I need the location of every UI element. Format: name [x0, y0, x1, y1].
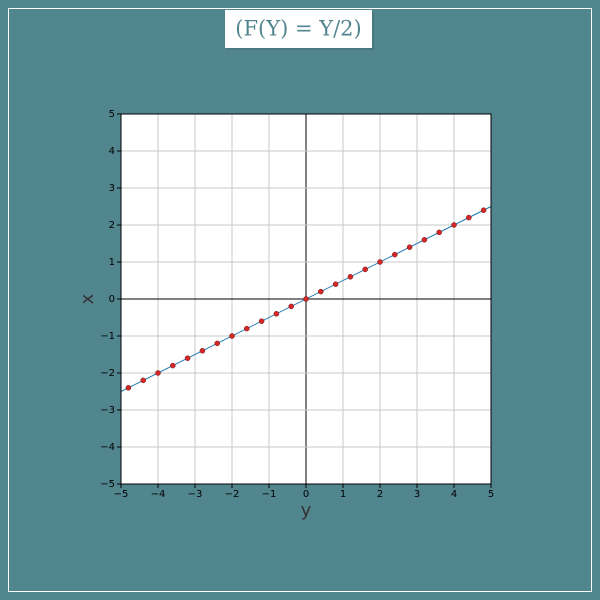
data-point — [288, 303, 294, 310]
x-tick-label: 5 — [488, 489, 494, 500]
chart-title: (F(Y) = Y/2) — [235, 17, 361, 41]
data-point — [214, 340, 220, 347]
data-point — [258, 318, 265, 324]
data-point — [140, 377, 146, 384]
data-point — [155, 370, 161, 376]
data-point — [392, 251, 398, 258]
data-point — [332, 281, 339, 287]
x-tick-label: 2 — [377, 489, 383, 500]
y-tick-label: 1 — [109, 257, 115, 268]
data-point — [318, 288, 324, 295]
data-point — [199, 348, 206, 354]
data-point — [406, 244, 413, 250]
y-tick-label: 4 — [109, 146, 115, 157]
x-tick-label: 0 — [303, 489, 309, 500]
x-tick-label: −5 — [114, 489, 129, 500]
y-tick-label: −1 — [100, 331, 115, 342]
title-box — [225, 10, 372, 48]
y-tick-label: −4 — [100, 442, 115, 453]
data-point — [466, 214, 472, 221]
data-point — [244, 325, 250, 332]
y-tick-label: 0 — [109, 294, 115, 305]
data-point — [451, 222, 457, 228]
y-tick-label: 2 — [109, 220, 115, 231]
y-tick-label: −3 — [100, 405, 115, 416]
x-tick-label: −3 — [188, 489, 203, 500]
data-point — [303, 296, 309, 302]
y-axis-label: x — [77, 293, 98, 304]
x-tick-label: 3 — [414, 489, 420, 500]
x-tick-label: 1 — [340, 489, 346, 500]
y-tick-label: −2 — [100, 368, 115, 379]
data-point — [229, 333, 235, 339]
border — [8, 8, 592, 592]
x-tick-label: −4 — [151, 489, 166, 500]
x-tick-label: 4 — [451, 489, 457, 500]
data-point — [273, 311, 280, 317]
x-tick-label: −2 — [225, 489, 240, 500]
y-tick-label: 5 — [109, 109, 115, 120]
data-point — [436, 229, 442, 236]
data-point — [480, 207, 487, 213]
x-tick-label: −1 — [262, 489, 277, 500]
data-point — [170, 362, 176, 369]
data-point — [125, 385, 132, 391]
data-point — [377, 259, 383, 265]
data-point — [421, 237, 428, 243]
y-tick-label: −5 — [100, 479, 115, 490]
y-tick-label: 3 — [109, 183, 115, 194]
data-point — [347, 274, 354, 280]
data-point — [184, 355, 191, 361]
x-axis-label: y — [301, 500, 312, 521]
data-point — [362, 266, 368, 273]
